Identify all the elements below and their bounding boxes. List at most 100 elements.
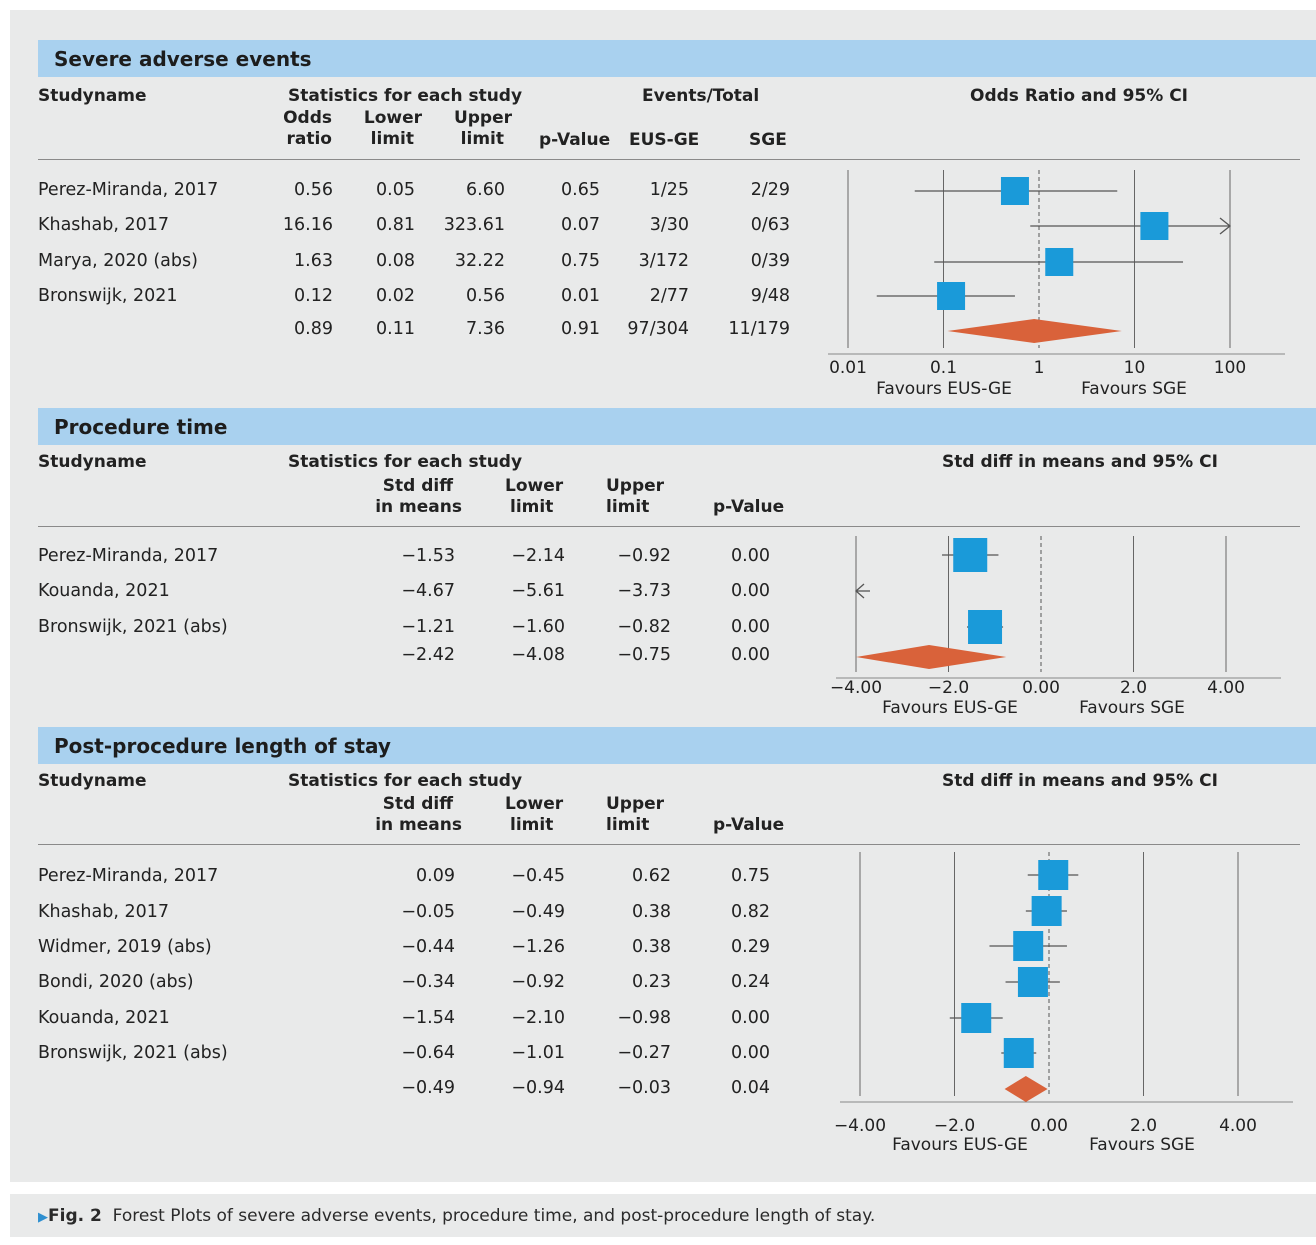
x-tick-label: 0.00 bbox=[1022, 678, 1060, 698]
header-col-limit: limit bbox=[510, 497, 554, 517]
cell-upper: −0.98 bbox=[617, 1008, 671, 1028]
cell-est: −0.64 bbox=[401, 1043, 455, 1063]
cell-lower: −2.10 bbox=[511, 1008, 565, 1028]
header-col-inmeans: in means bbox=[375, 497, 462, 517]
header-stats-group: Statistics for each study bbox=[288, 771, 523, 791]
study-square bbox=[1003, 1038, 1034, 1068]
x-tick-label: 10 bbox=[1124, 358, 1146, 378]
x-tick-label: 0.1 bbox=[930, 358, 957, 378]
study-name: Khashab, 2017 bbox=[38, 215, 169, 235]
cell-ev2: 0/39 bbox=[750, 251, 790, 271]
favours-right-label: Favours SGE bbox=[1079, 698, 1185, 718]
cell-upper: 323.61 bbox=[443, 215, 505, 235]
section-title: Post-procedure length of stay bbox=[54, 734, 391, 758]
x-tick-label: 1 bbox=[1034, 358, 1045, 378]
x-tick-label: −4.00 bbox=[834, 1116, 886, 1136]
cell-p: 0.29 bbox=[731, 937, 770, 957]
header-studyname: Studyname bbox=[38, 452, 147, 472]
header-studyname: Studyname bbox=[38, 86, 147, 106]
cell-est: 16.16 bbox=[282, 215, 333, 235]
study-square bbox=[1140, 212, 1169, 240]
cell-lower: −1.60 bbox=[511, 617, 565, 637]
header-col-limit: limit bbox=[460, 129, 504, 149]
summary-p: 0.00 bbox=[731, 645, 770, 665]
cell-upper: −0.82 bbox=[617, 617, 671, 637]
cell-lower: −0.49 bbox=[511, 902, 565, 922]
cell-est: 0.09 bbox=[416, 866, 455, 886]
header-plot-title: Odds Ratio and 95% CI bbox=[970, 86, 1189, 106]
header-col-limit: limit bbox=[606, 497, 650, 517]
section-title-bar: Post-procedure length of stay bbox=[38, 727, 1316, 764]
header-rule bbox=[38, 526, 1300, 527]
x-tick-label: 2.0 bbox=[1120, 678, 1147, 698]
summary-est: −0.49 bbox=[401, 1078, 455, 1098]
header-plot-title: Std diff in means and 95% CI bbox=[942, 452, 1218, 472]
summary-p: 0.04 bbox=[731, 1078, 770, 1098]
cell-p: 0.65 bbox=[561, 180, 600, 200]
section-title: Procedure time bbox=[54, 415, 228, 439]
header-col-limit: limit bbox=[606, 815, 650, 835]
cell-ev1: 3/172 bbox=[638, 251, 689, 271]
study-square bbox=[968, 610, 1003, 644]
summary-lower: 0.11 bbox=[376, 319, 415, 339]
summary-p: 0.91 bbox=[561, 319, 600, 339]
study-name: Kouanda, 2021 bbox=[38, 581, 170, 601]
cell-lower: −1.26 bbox=[511, 937, 565, 957]
cell-lower: −0.92 bbox=[511, 972, 565, 992]
ci-arrow-left bbox=[855, 583, 865, 599]
summary-diamond bbox=[1004, 1076, 1048, 1102]
study-name: Bronswijk, 2021 (abs) bbox=[38, 617, 228, 637]
cell-p: 0.07 bbox=[561, 215, 600, 235]
header-col-odds: Odds bbox=[283, 108, 332, 128]
summary-ev1: 97/304 bbox=[627, 319, 689, 339]
study-square bbox=[961, 1003, 992, 1033]
header-col-sge: SGE bbox=[749, 130, 787, 150]
cell-lower: −2.14 bbox=[511, 546, 565, 566]
cell-ev2: 2/29 bbox=[750, 180, 790, 200]
header-col-stddiff: Std diff bbox=[382, 476, 453, 496]
header-col-pvalue: p-Value bbox=[713, 497, 785, 517]
study-square bbox=[937, 282, 966, 310]
forest-plot-odds-ratio: 0.01 0.1 1 10 100 Favours EUS-GE Favours SGE bbox=[828, 170, 1285, 399]
cell-est: −1.53 bbox=[401, 546, 455, 566]
x-tick-label: 4.00 bbox=[1219, 1116, 1257, 1136]
cell-lower: −1.01 bbox=[511, 1043, 565, 1063]
study-name: Marya, 2020 (abs) bbox=[38, 251, 198, 271]
caption-box: ▶Fig. 2 Forest Plots of severe adverse e… bbox=[10, 1194, 1316, 1237]
cell-est: 1.63 bbox=[294, 251, 333, 271]
cell-upper: 0.23 bbox=[632, 972, 671, 992]
header-col-lower: Lower bbox=[505, 476, 564, 496]
summary-diamond bbox=[856, 645, 1007, 669]
cell-ev1: 3/30 bbox=[649, 215, 689, 235]
section-title-bar: Severe adverse events bbox=[38, 40, 1316, 77]
caption-label: Fig. 2 bbox=[48, 1206, 102, 1226]
cell-ev1: 2/77 bbox=[649, 286, 689, 306]
caption-marker: ▶ bbox=[38, 1210, 48, 1225]
x-tick-label: 0.00 bbox=[1030, 1116, 1068, 1136]
cell-upper: −0.92 bbox=[617, 546, 671, 566]
cell-est: 0.12 bbox=[294, 286, 333, 306]
cell-est: 0.56 bbox=[294, 180, 333, 200]
header-col-upper: Upper bbox=[453, 108, 512, 128]
study-name: Kouanda, 2021 bbox=[38, 1008, 170, 1028]
header-rule bbox=[38, 844, 1300, 845]
cell-upper: 0.38 bbox=[632, 902, 671, 922]
cell-upper: −3.73 bbox=[617, 581, 671, 601]
forest-plot-procedure-time: −4.00 −2.0 0.00 2.0 4.00 Favours EUS-GE Favour… bbox=[830, 536, 1281, 718]
header-col-lower: Lower bbox=[505, 794, 564, 814]
header-col-limit: limit bbox=[370, 129, 414, 149]
cell-p: 0.82 bbox=[731, 902, 770, 922]
study-name: Widmer, 2019 (abs) bbox=[38, 937, 212, 957]
cell-p: 0.75 bbox=[731, 866, 770, 886]
study-square bbox=[1017, 967, 1048, 997]
study-square bbox=[1031, 896, 1062, 926]
header-col-pvalue: p-Value bbox=[713, 815, 785, 835]
header-events-group: Events/Total bbox=[642, 86, 760, 106]
cell-p: 0.00 bbox=[731, 617, 770, 637]
cell-lower: −0.45 bbox=[511, 866, 565, 886]
summary-upper: 7.36 bbox=[466, 319, 505, 339]
summary-est: −2.42 bbox=[401, 645, 455, 665]
cell-upper: 32.22 bbox=[454, 251, 505, 271]
header-stats-group: Statistics for each study bbox=[288, 452, 523, 472]
cell-upper: 0.62 bbox=[632, 866, 671, 886]
